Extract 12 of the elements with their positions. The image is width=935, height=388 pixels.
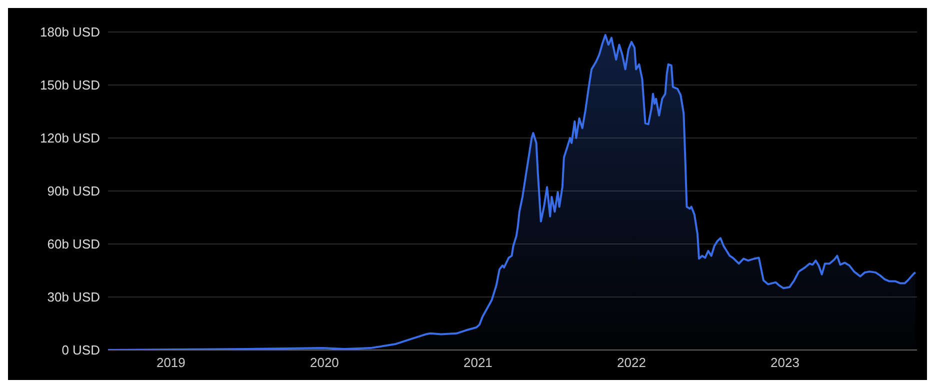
y-tick-label: 180b USD [40, 24, 100, 40]
y-tick-label: 30b USD [47, 290, 100, 305]
x-tick-label: 2019 [156, 355, 186, 370]
x-tick-label: 2022 [617, 355, 646, 370]
y-tick-label: 0 USD [62, 342, 100, 358]
y-tick-label: 150b USD [40, 78, 100, 93]
x-tick-label: 2020 [310, 355, 339, 370]
x-tick-label: 2021 [464, 355, 492, 370]
y-tick-label: 120b USD [40, 130, 100, 146]
y-tick-label: 90b USD [47, 184, 100, 199]
x-tick-label: 2023 [770, 355, 800, 370]
y-tick-label: 60b USD [47, 236, 100, 252]
